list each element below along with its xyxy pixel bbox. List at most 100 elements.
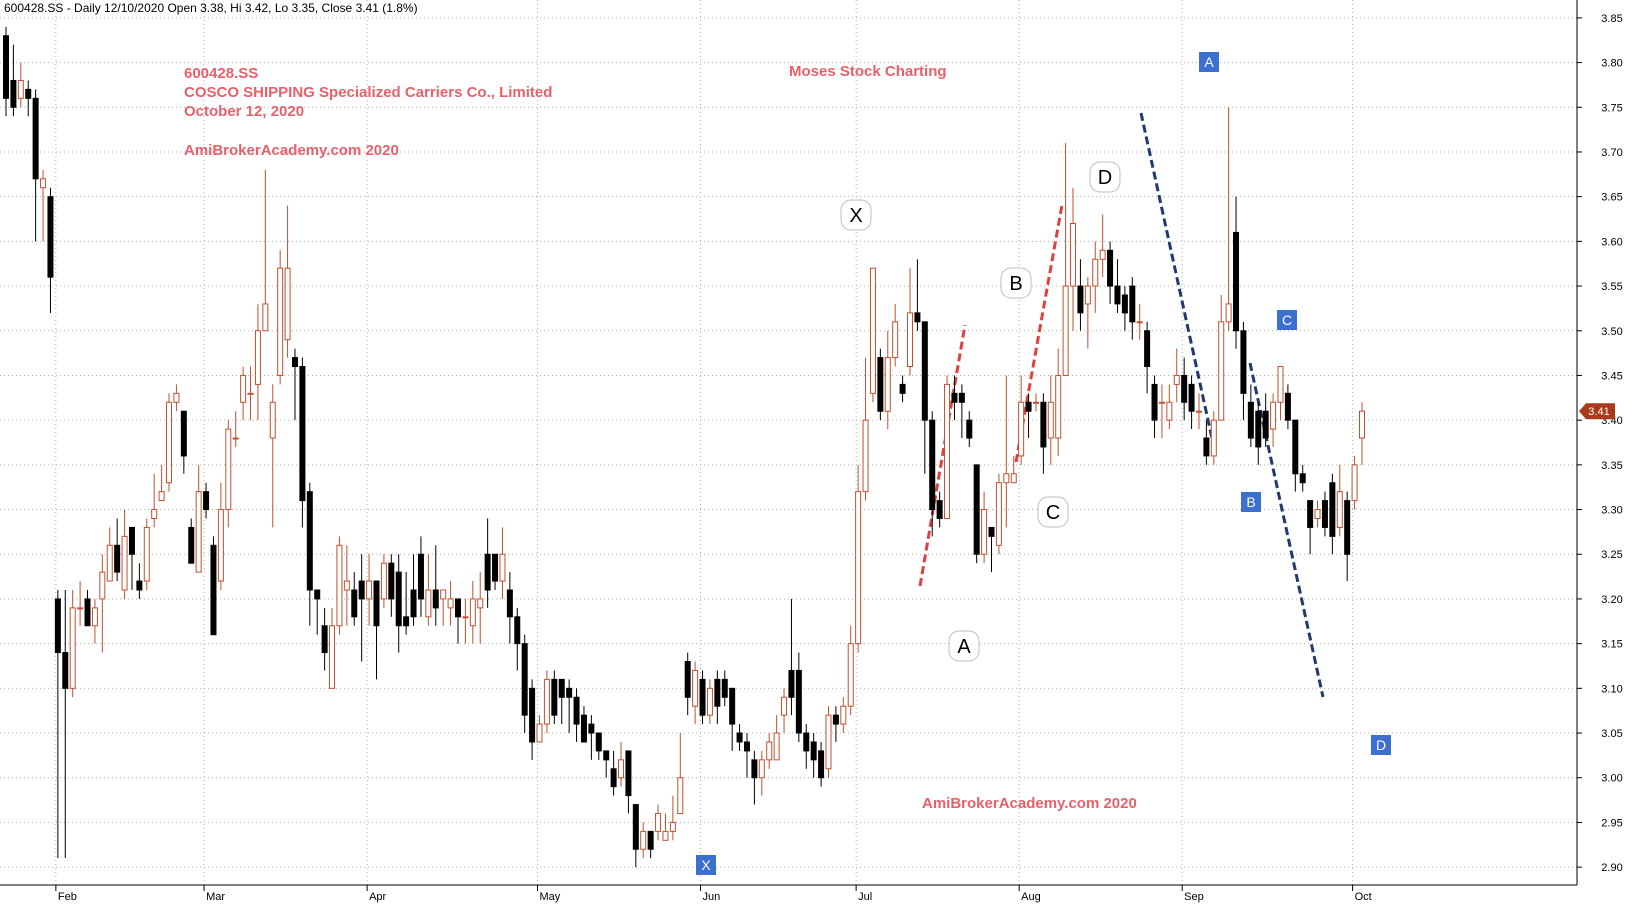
candle-85 bbox=[632, 804, 639, 868]
candle-body-160 bbox=[1188, 383, 1195, 412]
candle-96 bbox=[714, 670, 721, 725]
candle-47 bbox=[351, 572, 358, 626]
candle-39 bbox=[291, 348, 298, 421]
candle-121 bbox=[899, 375, 906, 403]
candle-19 bbox=[143, 518, 150, 590]
candle-162 bbox=[1203, 420, 1210, 465]
candle-body-33 bbox=[247, 392, 254, 395]
candle-body-177 bbox=[1314, 509, 1321, 519]
price-tick-label-0: 2.90 bbox=[1601, 862, 1622, 874]
candle-body-105 bbox=[781, 696, 788, 716]
blue-label-box bbox=[1241, 492, 1261, 512]
candle-body-29 bbox=[217, 509, 224, 582]
candle-53 bbox=[395, 554, 402, 653]
trend-line-0 bbox=[918, 324, 967, 587]
candle-body-150 bbox=[1114, 285, 1121, 305]
blue-label-box bbox=[696, 855, 716, 875]
month-label-0: Feb bbox=[58, 891, 77, 903]
candle-163 bbox=[1210, 411, 1217, 465]
candle-144 bbox=[1070, 187, 1077, 331]
pattern-label-box bbox=[1000, 267, 1032, 299]
candle-111 bbox=[825, 706, 832, 778]
price-tick-label-6: 3.20 bbox=[1601, 594, 1622, 606]
candle-body-2 bbox=[17, 79, 24, 99]
candle-88 bbox=[655, 804, 662, 841]
blue-label-box bbox=[1199, 52, 1219, 72]
trend-line-2 bbox=[1139, 112, 1215, 444]
blue-label-text: B bbox=[1246, 494, 1255, 510]
candle-body-85 bbox=[632, 804, 639, 850]
candle-68 bbox=[506, 572, 513, 644]
blue-label-text: X bbox=[701, 857, 711, 873]
candle-body-161 bbox=[1195, 410, 1202, 413]
month-label-1: Mar bbox=[206, 891, 225, 903]
candle-83 bbox=[618, 741, 625, 787]
candle-body-118 bbox=[877, 357, 884, 412]
price-tick-label-1: 2.95 bbox=[1601, 817, 1622, 829]
candle-79 bbox=[588, 715, 595, 760]
candle-body-23 bbox=[173, 392, 180, 403]
candle-41 bbox=[306, 482, 313, 626]
candle-body-37 bbox=[277, 267, 284, 376]
candle-177 bbox=[1314, 500, 1321, 528]
candle-body-6 bbox=[47, 196, 54, 278]
candle-86 bbox=[640, 822, 647, 859]
candle-182 bbox=[1351, 455, 1358, 510]
price-tick-label-2: 3.00 bbox=[1601, 773, 1622, 785]
candle-156 bbox=[1158, 384, 1165, 439]
candle-body-100 bbox=[743, 741, 750, 752]
candle-body-15 bbox=[114, 544, 121, 573]
candle-76 bbox=[566, 679, 573, 734]
candle-body-3 bbox=[25, 88, 32, 99]
candle-116 bbox=[862, 357, 869, 501]
candle-98 bbox=[729, 687, 736, 751]
candle-body-110 bbox=[818, 750, 825, 779]
candle-148 bbox=[1099, 214, 1106, 278]
candle-135 bbox=[1003, 375, 1010, 528]
candle-body-49 bbox=[366, 580, 373, 600]
candle-122 bbox=[907, 268, 913, 376]
candle-34 bbox=[254, 303, 261, 421]
candle-171 bbox=[1270, 393, 1277, 447]
candle-body-25 bbox=[188, 526, 195, 564]
candle-body-65 bbox=[484, 553, 491, 591]
candle-body-169 bbox=[1255, 410, 1262, 448]
candle-body-14 bbox=[106, 544, 113, 582]
candle-body-53 bbox=[395, 571, 402, 627]
candle-body-182 bbox=[1351, 464, 1358, 502]
candle-body-19 bbox=[143, 526, 150, 582]
candle-body-179 bbox=[1329, 482, 1336, 537]
candle-159 bbox=[1181, 357, 1188, 421]
candle-4 bbox=[32, 89, 39, 242]
candle-body-12 bbox=[91, 607, 98, 627]
candle-body-93 bbox=[692, 669, 699, 707]
candle-body-27 bbox=[203, 491, 210, 511]
candle-33 bbox=[247, 366, 254, 421]
price-tick-label-15: 3.65 bbox=[1601, 192, 1622, 204]
candle-152 bbox=[1129, 277, 1136, 340]
candle-body-11 bbox=[84, 598, 91, 627]
candle-143 bbox=[1062, 143, 1069, 376]
candle-body-54 bbox=[403, 616, 410, 627]
candle-65 bbox=[484, 518, 491, 608]
site-annotation-bottom: AmiBrokerAcademy.com 2020 bbox=[922, 795, 1137, 812]
candle-body-34 bbox=[254, 330, 261, 385]
candle-75 bbox=[558, 678, 565, 725]
pattern-label-box bbox=[840, 199, 872, 231]
pattern-labels: X A B C D A B C D X bbox=[696, 52, 1391, 875]
candle-113 bbox=[840, 697, 847, 734]
candle-body-162 bbox=[1203, 437, 1210, 457]
candle-2 bbox=[17, 62, 24, 108]
candle-body-172 bbox=[1277, 366, 1284, 403]
candle-body-35 bbox=[262, 303, 269, 332]
candle-81 bbox=[603, 750, 610, 778]
candle-112 bbox=[832, 706, 839, 742]
candle-body-72 bbox=[536, 723, 543, 743]
price-tick-label-14: 3.60 bbox=[1601, 236, 1622, 248]
candle-body-121 bbox=[899, 383, 906, 394]
candle-body-44 bbox=[329, 625, 336, 689]
blue-label-box bbox=[1277, 310, 1297, 330]
candle-73 bbox=[543, 670, 550, 734]
candle-body-63 bbox=[469, 598, 476, 627]
price-tick-label-4: 3.10 bbox=[1601, 683, 1622, 695]
